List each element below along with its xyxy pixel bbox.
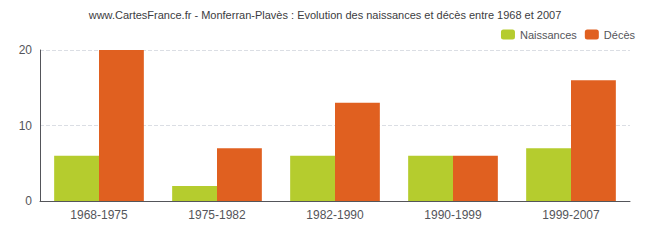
svg-text:1999-2007: 1999-2007	[542, 208, 600, 222]
svg-text:1982-1990: 1982-1990	[306, 208, 364, 222]
svg-text:1975-1982: 1975-1982	[188, 208, 246, 222]
svg-text:Naissances: Naissances	[520, 29, 577, 41]
svg-text:1990-1999: 1990-1999	[424, 208, 482, 222]
svg-text:10: 10	[19, 119, 33, 133]
svg-text:0: 0	[25, 194, 32, 208]
svg-text:1968-1975: 1968-1975	[70, 208, 128, 222]
svg-text:20: 20	[19, 43, 33, 57]
svg-text:Décès: Décès	[604, 29, 636, 41]
svg-text:www.CartesFrance.fr - Monferra: www.CartesFrance.fr - Monferran-Plavès :…	[88, 9, 562, 21]
